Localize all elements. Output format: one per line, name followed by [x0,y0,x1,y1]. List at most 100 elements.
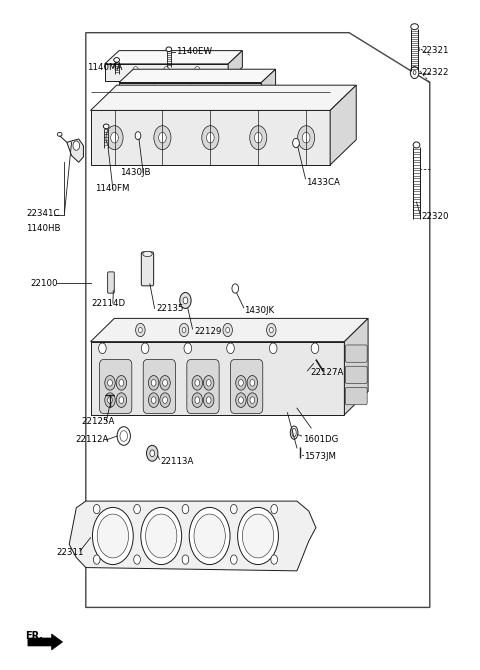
Circle shape [225,104,230,112]
Text: 1140FM: 1140FM [95,184,129,194]
Circle shape [134,505,140,514]
Text: 1573JM: 1573JM [304,452,336,461]
Ellipse shape [57,133,62,136]
Ellipse shape [290,426,298,440]
Circle shape [93,507,133,565]
Circle shape [239,397,243,403]
Text: 22100: 22100 [30,279,58,287]
Circle shape [236,393,246,407]
Text: 22112A: 22112A [75,436,108,444]
Circle shape [98,343,106,354]
Polygon shape [91,318,368,342]
Circle shape [189,507,230,565]
Circle shape [230,505,237,514]
Circle shape [202,126,219,149]
Polygon shape [330,85,356,165]
Polygon shape [105,64,228,80]
FancyBboxPatch shape [345,366,367,383]
Text: FR.: FR. [25,630,44,641]
Polygon shape [28,634,62,650]
Circle shape [223,324,232,336]
Circle shape [182,505,189,514]
Text: 1140EW: 1140EW [176,48,212,56]
Circle shape [136,324,145,336]
Circle shape [108,379,112,386]
Circle shape [151,379,156,386]
Circle shape [189,109,202,127]
Circle shape [160,72,173,89]
Ellipse shape [143,251,152,257]
Circle shape [182,328,186,333]
Circle shape [119,379,124,386]
Circle shape [146,446,158,461]
Circle shape [302,133,310,143]
Polygon shape [91,342,344,415]
FancyBboxPatch shape [99,360,132,413]
FancyBboxPatch shape [345,345,367,362]
Circle shape [163,379,168,386]
Circle shape [187,85,193,93]
Text: 22127A: 22127A [310,369,344,377]
Circle shape [108,397,112,403]
Polygon shape [67,139,84,162]
Circle shape [250,379,255,386]
Circle shape [138,328,142,333]
Circle shape [195,379,200,386]
Circle shape [195,397,200,403]
Text: 22321: 22321 [421,46,449,55]
Circle shape [160,104,166,112]
FancyBboxPatch shape [187,360,219,413]
Circle shape [250,126,267,149]
Circle shape [227,343,234,354]
Circle shape [223,85,228,93]
Circle shape [206,133,214,143]
Polygon shape [105,51,242,64]
Circle shape [230,555,237,564]
Circle shape [204,375,214,390]
Ellipse shape [166,47,172,52]
Circle shape [97,514,129,558]
Polygon shape [261,69,276,99]
Polygon shape [131,101,292,118]
Circle shape [148,90,161,108]
Circle shape [247,393,258,407]
Polygon shape [91,85,356,111]
Circle shape [221,109,234,127]
Text: 1433CA: 1433CA [306,178,340,187]
Circle shape [145,514,177,558]
Circle shape [183,297,188,304]
Polygon shape [228,51,242,80]
FancyBboxPatch shape [143,360,176,413]
Polygon shape [69,501,316,571]
Ellipse shape [413,142,420,148]
Circle shape [152,85,157,93]
Circle shape [151,397,156,403]
Circle shape [271,555,277,564]
Circle shape [194,66,200,74]
Circle shape [120,431,128,442]
Text: 1601DG: 1601DG [303,435,338,444]
Circle shape [133,66,138,74]
Circle shape [105,375,115,390]
Circle shape [206,379,211,386]
Ellipse shape [292,428,296,437]
Circle shape [298,126,315,149]
Circle shape [257,104,263,112]
Polygon shape [86,33,430,608]
Circle shape [413,70,416,74]
Text: 22113A: 22113A [161,457,194,466]
Circle shape [242,514,274,558]
Circle shape [226,328,229,333]
Polygon shape [119,82,261,99]
Circle shape [135,132,141,139]
Circle shape [157,109,169,127]
Circle shape [184,90,196,108]
Circle shape [160,393,170,407]
Circle shape [250,397,255,403]
Circle shape [150,450,155,456]
Polygon shape [119,69,276,82]
Circle shape [232,284,239,293]
Circle shape [269,328,273,333]
Text: 22114D: 22114D [92,299,126,308]
Text: 1430JB: 1430JB [120,168,151,178]
